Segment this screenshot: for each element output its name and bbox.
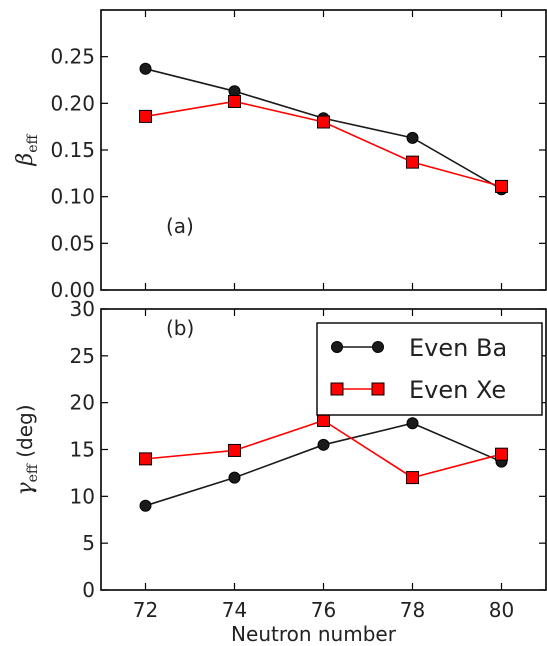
y-axis-subscript: eff xyxy=(25,463,41,482)
data-point-ba xyxy=(406,131,419,144)
data-point-xe xyxy=(406,155,419,169)
y-axis-unit: (deg) xyxy=(13,404,37,464)
data-point-ba xyxy=(139,499,152,512)
data-point-ba xyxy=(406,417,419,430)
y-tick-label: 15 xyxy=(70,438,95,462)
y-axis-subscript: eff xyxy=(25,133,41,152)
panel-label: (b) xyxy=(166,316,194,340)
x-tick-label: 72 xyxy=(133,598,158,622)
legend-box xyxy=(316,322,543,416)
data-point-xe xyxy=(317,115,330,129)
panel-b: 0 5 10 15 20 25 30 72 74 76 78 80 Neutron number γeff… xyxy=(13,297,547,646)
y-axis-symbol: β xyxy=(13,153,38,167)
legend-label: Even Xe xyxy=(409,376,506,404)
data-point-xe xyxy=(139,109,152,123)
legend-marker xyxy=(372,341,384,353)
data-point-xe xyxy=(228,443,241,457)
y-tick-label: 0.25 xyxy=(50,45,95,69)
legend-label: Even Ba xyxy=(409,334,507,362)
y-tick-label: 0.00 xyxy=(50,278,95,302)
y-tick-label: 0.10 xyxy=(50,185,95,209)
data-point-ba xyxy=(139,62,152,75)
data-point-xe xyxy=(495,179,508,193)
y-tick-label: 25 xyxy=(70,344,95,368)
data-point-ba xyxy=(228,471,241,484)
y-tick-label: 0 xyxy=(82,578,95,602)
x-tick-label: 76 xyxy=(311,598,336,622)
y-axis-label: γeff (deg) xyxy=(13,404,41,495)
data-point-xe xyxy=(317,413,330,427)
y-tick-label: 20 xyxy=(70,391,95,415)
y-tick-label: 0.05 xyxy=(50,231,95,255)
legend-marker xyxy=(371,382,385,396)
data-point-xe xyxy=(228,94,241,108)
series-line-even-ba xyxy=(145,422,502,507)
y-tick-label: 0.20 xyxy=(50,91,95,115)
y-tick-label: 5 xyxy=(82,531,95,555)
y-axis-label: βeff xyxy=(13,133,41,166)
data-point-xe xyxy=(139,452,152,466)
legend-marker xyxy=(330,382,344,396)
x-tick-label: 80 xyxy=(489,598,514,622)
y-tick-label: 0.15 xyxy=(50,138,95,162)
x-tick-label: 78 xyxy=(400,598,425,622)
plot-frame xyxy=(100,9,547,291)
panel-label: (a) xyxy=(166,214,194,238)
panel-a: 0.00 0.05 0.10 0.15 0.20 0.25 βeff (a) xyxy=(13,9,547,302)
data-point-ba xyxy=(317,438,330,451)
data-point-xe xyxy=(495,447,508,461)
data-point-xe xyxy=(406,471,419,485)
y-tick-label: 30 xyxy=(70,297,95,321)
legend-marker xyxy=(331,341,343,353)
x-tick-label: 74 xyxy=(222,598,247,622)
y-tick-label: 10 xyxy=(70,484,95,508)
x-axis-label: Neutron number xyxy=(231,622,397,646)
y-axis-symbol: γ xyxy=(13,482,38,496)
